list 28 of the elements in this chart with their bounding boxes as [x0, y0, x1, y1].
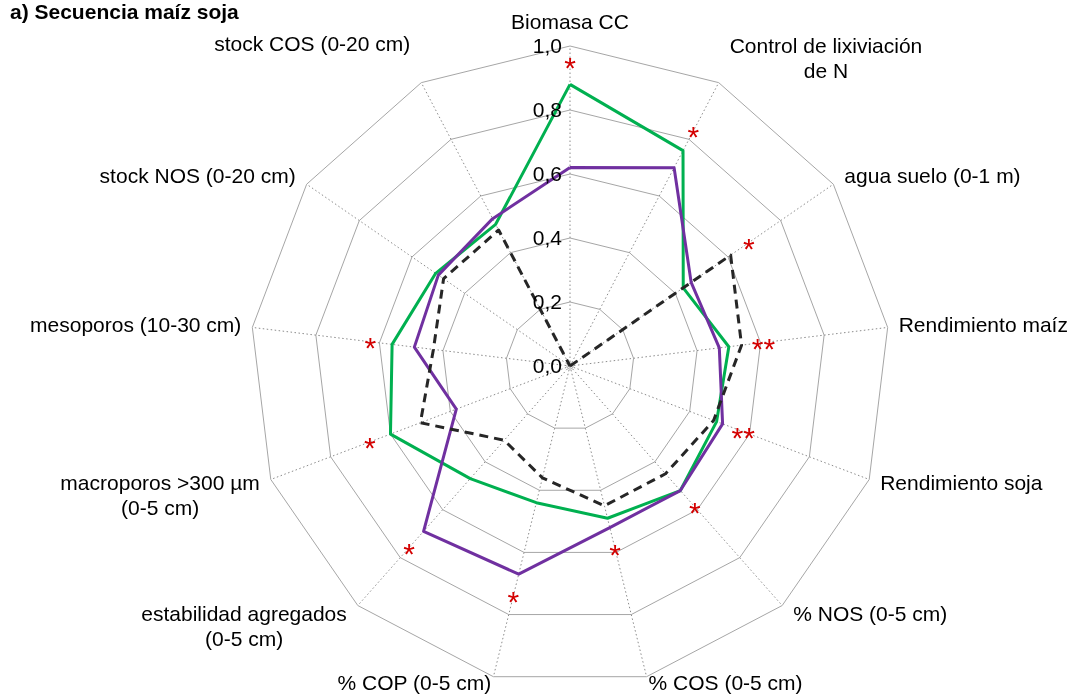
text: ** — [507, 537, 621, 618]
y-tick-label: 0,2 — [532, 290, 562, 313]
spoke-label: % NOS (0-5 cm) — [793, 601, 948, 625]
spoke-label: agua suelo (0-1 m) — [844, 164, 1021, 188]
chart-title: a) Secuencia maíz soja — [10, 0, 240, 23]
spoke-label: Rendimiento maíz — [898, 312, 1068, 336]
spoke-label: macroporos >300 µm (0-5 cm) — [60, 470, 260, 519]
y-tick-label: 0,0 — [532, 354, 562, 377]
spoke-label: stock NOS (0-20 cm) — [99, 164, 296, 188]
spoke-label: estabilidad agregados (0-5 cm) — [141, 601, 347, 650]
spoke-label: mesoporos (10-30 cm) — [30, 312, 242, 336]
text: ** — [564, 51, 700, 154]
spoke-label: % COP (0-5 cm) — [337, 670, 492, 694]
text: * — [403, 536, 415, 570]
spoke-label: % COS (0-5 cm) — [648, 670, 803, 694]
text: * — [742, 231, 755, 265]
y-tick-label: 0,4 — [532, 226, 563, 249]
text: ** — [751, 331, 776, 365]
text: ** — [731, 420, 755, 454]
spoke-label: Rendimiento soja — [880, 470, 1043, 494]
spoke-label: stock COS (0-20 cm) — [214, 32, 411, 56]
text: * — [364, 430, 376, 464]
spoke-label: Biomasa CC — [511, 9, 629, 33]
text: * — [689, 496, 701, 530]
text: * — [364, 330, 377, 364]
y-tick-label: 1,0 — [532, 34, 562, 57]
y-tick-label: 0,6 — [532, 162, 562, 185]
spoke-label: Control de lixiviación de N — [729, 34, 923, 83]
